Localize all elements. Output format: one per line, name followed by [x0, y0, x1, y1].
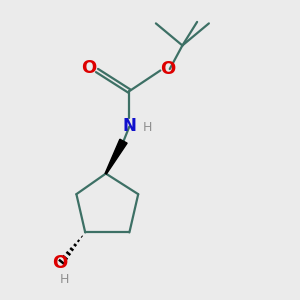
Text: O: O [160, 60, 175, 78]
Text: O: O [81, 58, 96, 76]
Text: H: H [142, 122, 152, 134]
Text: O: O [52, 254, 68, 272]
Polygon shape [105, 139, 127, 174]
Text: H: H [60, 273, 69, 286]
Text: N: N [122, 117, 136, 135]
